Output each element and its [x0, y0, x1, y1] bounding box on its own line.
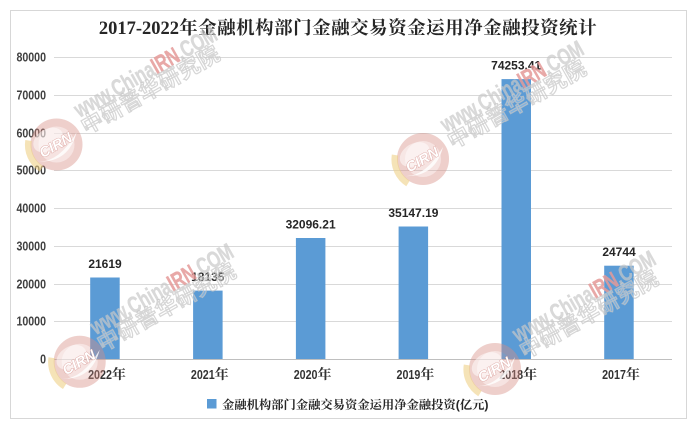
svg-text:10000: 10000: [16, 315, 46, 329]
svg-text:30000: 30000: [16, 240, 46, 254]
svg-text:2021: 2021: [191, 368, 215, 382]
svg-text:74253.41: 74253.41: [491, 59, 541, 73]
svg-text:2022: 2022: [88, 368, 112, 382]
svg-text:80000: 80000: [16, 51, 46, 65]
svg-text:2020: 2020: [294, 368, 318, 382]
svg-text:2017-2022: 2017-2022: [99, 19, 179, 39]
svg-text:70000: 70000: [16, 89, 46, 103]
svg-text:32096.21: 32096.21: [286, 218, 336, 232]
svg-text:2019: 2019: [397, 368, 421, 382]
svg-text:(: (: [456, 398, 461, 412]
svg-text:21619: 21619: [88, 257, 122, 271]
svg-text:24744: 24744: [602, 245, 636, 259]
svg-text:20000: 20000: [16, 278, 46, 292]
svg-text:2017: 2017: [602, 368, 626, 382]
svg-text:): ): [484, 398, 488, 412]
svg-text:0: 0: [40, 353, 46, 367]
svg-text:35147.19: 35147.19: [388, 206, 438, 220]
svg-text:40000: 40000: [16, 202, 46, 216]
